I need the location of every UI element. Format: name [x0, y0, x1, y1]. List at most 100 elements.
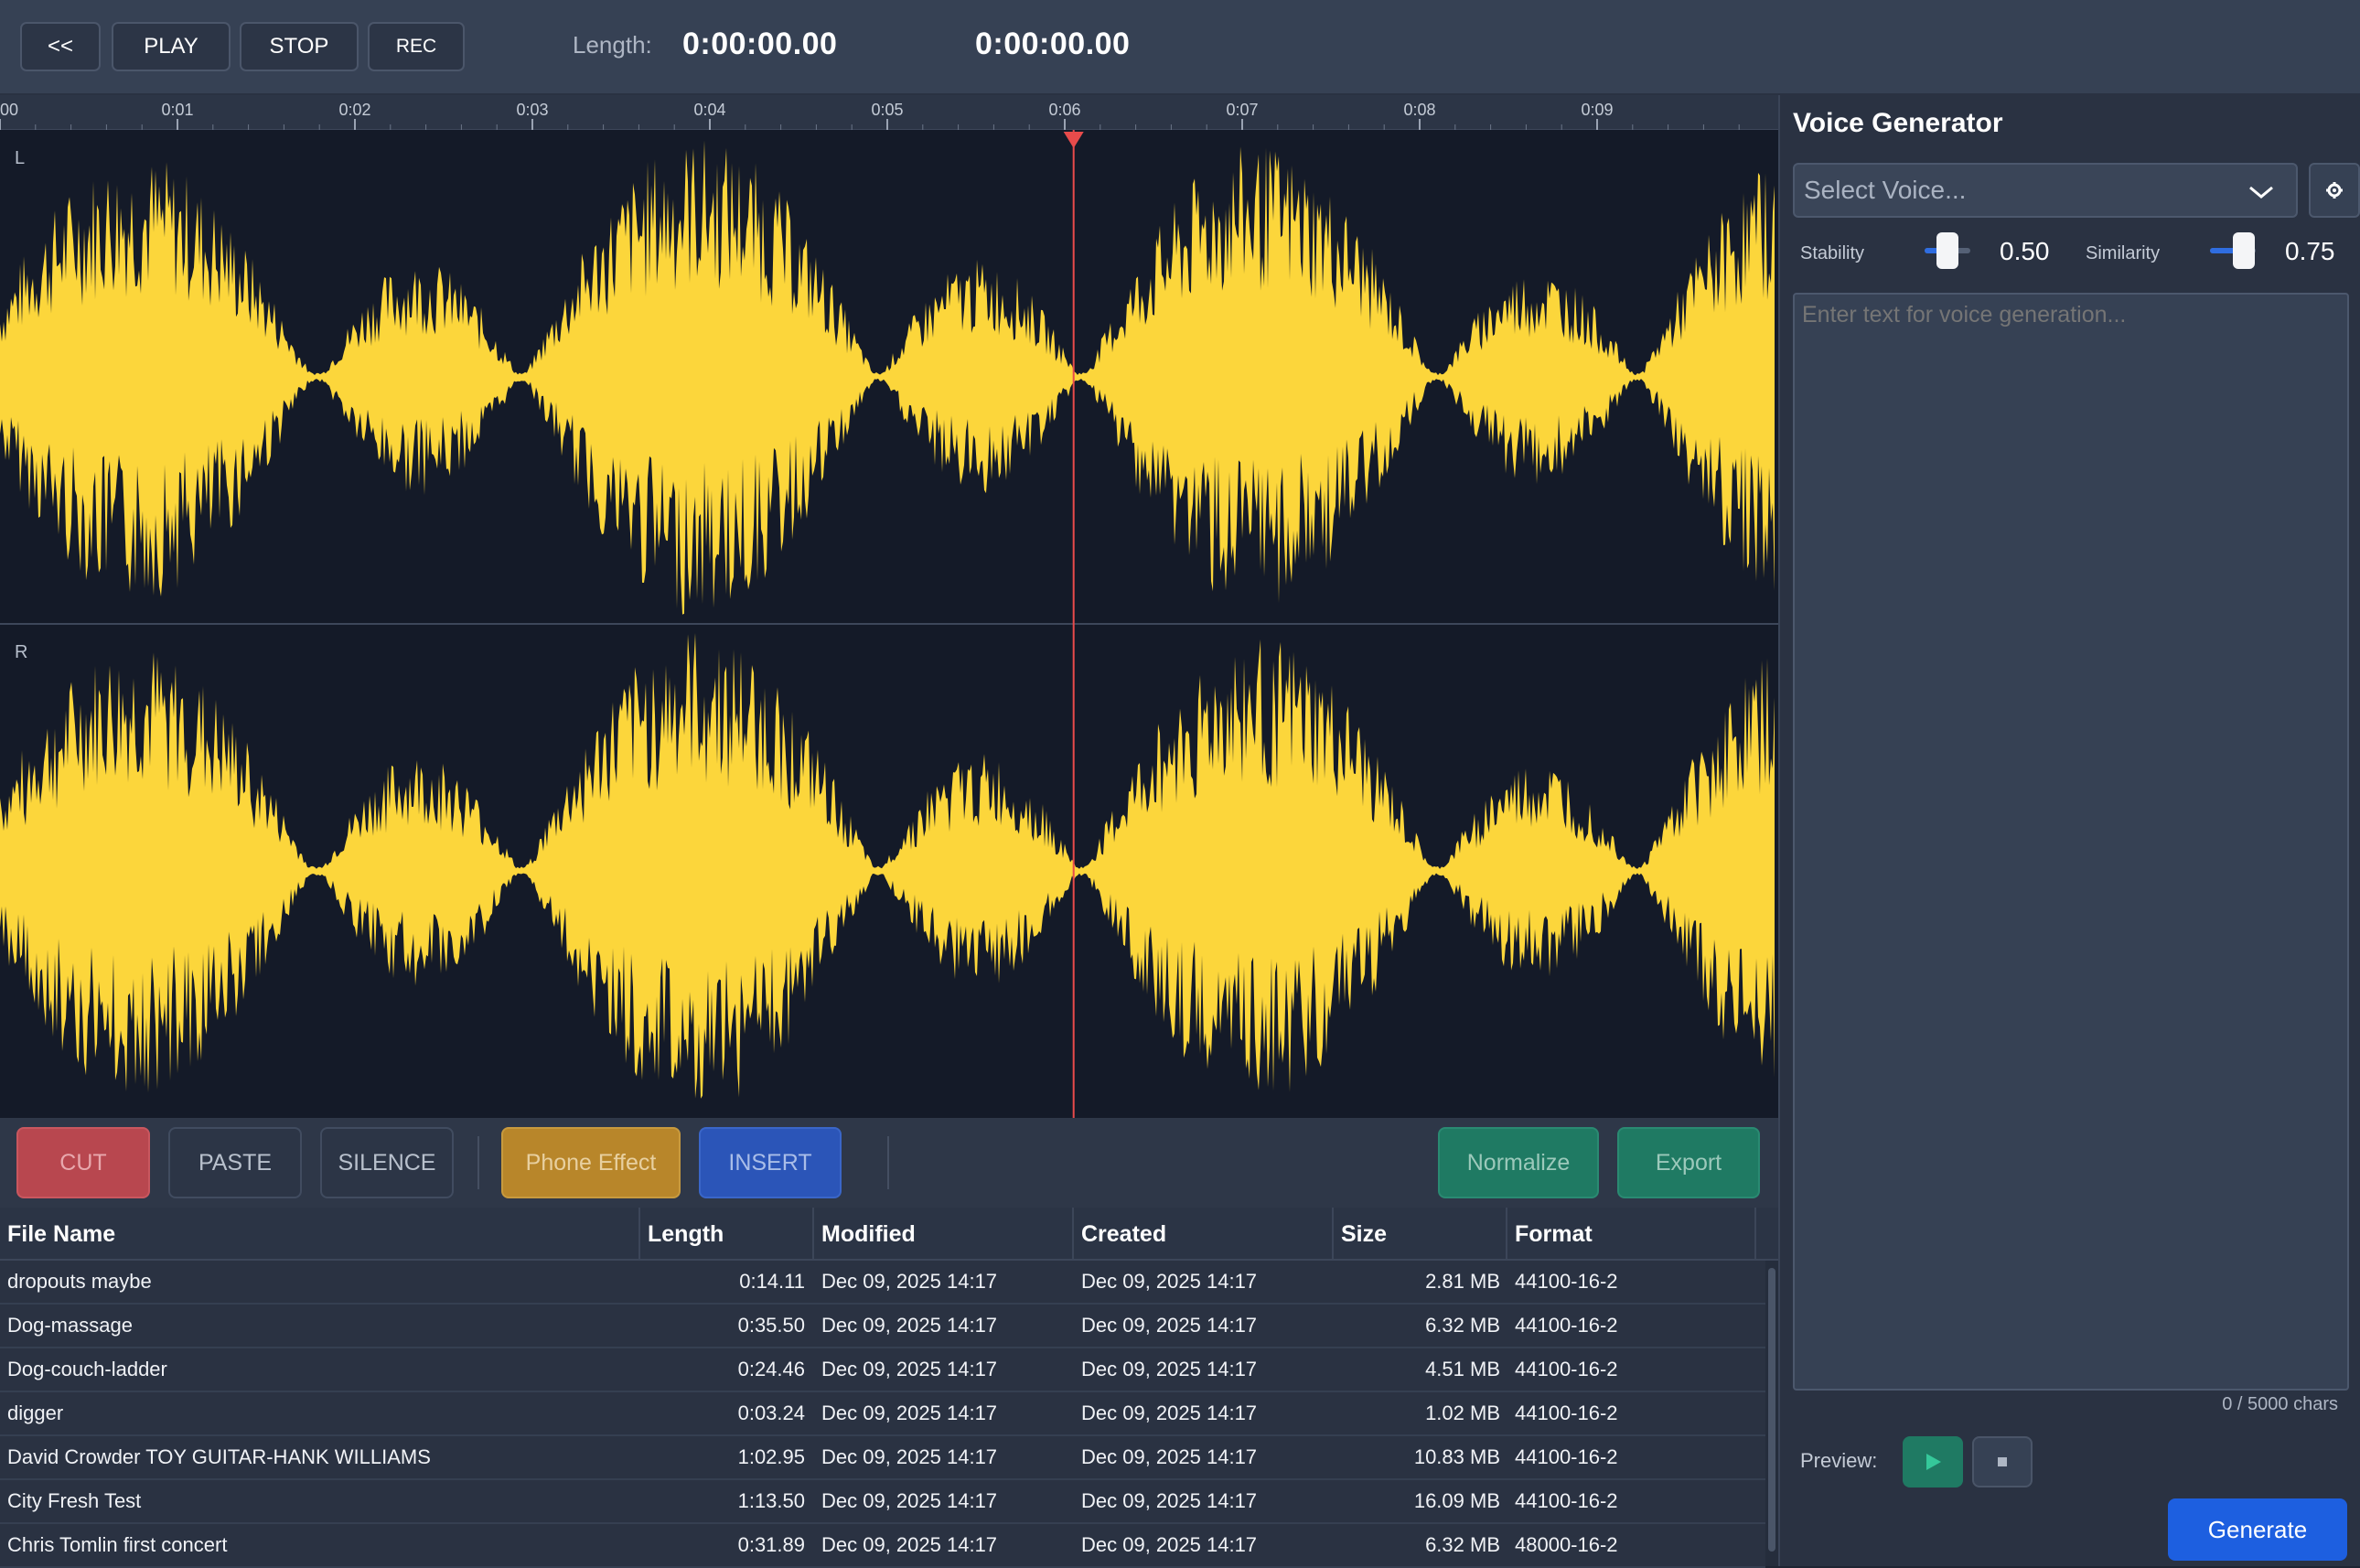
right-channel-label: R: [15, 642, 28, 662]
cell-size: 1.02 MB: [1425, 1402, 1500, 1424]
table-row[interactable]: City Fresh Test 1:13.50 Dec 09, 2025 14:17…: [0, 1480, 1765, 1524]
slider-knob[interactable]: [2233, 232, 2255, 269]
cell-format: 48000-16-2: [1515, 1533, 1618, 1556]
char-count: 0 / 5000 chars: [2222, 1394, 2338, 1414]
scrollbar-thumb[interactable]: [1768, 1268, 1775, 1552]
normalize-button[interactable]: Normalize: [1438, 1127, 1599, 1198]
voice-text-input[interactable]: [1793, 293, 2349, 1391]
stop-button[interactable]: STOP: [240, 22, 359, 71]
waveform-editor[interactable]: 00 0:01 0:02 0:03 0:04 0:05 0:06 0:07 0:08 0:09 L…: [0, 95, 1778, 1118]
silence-button[interactable]: SILENCE: [320, 1127, 454, 1198]
chevron-down-icon: [2249, 186, 2273, 199]
cell-created: Dec 09, 2025 14:17: [1081, 1445, 1258, 1468]
table-header: File Name Length Modified Created Size F…: [0, 1208, 1778, 1261]
insert-button[interactable]: INSERT: [699, 1127, 842, 1198]
cell-created: Dec 09, 2025 14:17: [1081, 1489, 1258, 1512]
cell-length: 1:02.95: [737, 1445, 805, 1468]
left-channel-label: L: [15, 148, 26, 168]
preview-label: Preview:: [1800, 1449, 1878, 1472]
preview-play-button[interactable]: [1903, 1436, 1963, 1487]
cell-created: Dec 09, 2025 14:17: [1081, 1314, 1258, 1337]
cell-size: 6.32 MB: [1425, 1533, 1500, 1556]
cell-file-name: dropouts maybe: [7, 1270, 152, 1293]
edit-toolbar: CUT PASTE SILENCE Phone Effect INSERT No…: [0, 1118, 1778, 1208]
slider-fill: [2210, 248, 2244, 253]
rewind-button[interactable]: <<: [20, 22, 101, 71]
gear-icon: [2326, 182, 2343, 199]
playhead-marker[interactable]: [1063, 132, 1084, 148]
slider-knob[interactable]: [1936, 232, 1958, 269]
cell-file-name: Chris Tomlin first concert: [7, 1533, 228, 1556]
timeline-ruler[interactable]: 00 0:01 0:02 0:03 0:04 0:05 0:06 0:07 0:08 0:09: [0, 95, 1778, 130]
ruler-tick-label: 0:07: [1226, 101, 1258, 119]
table-row[interactable]: dropouts maybe 0:14.11 Dec 09, 2025 14:17 D…: [0, 1261, 1765, 1305]
waveform-right-channel: [0, 633, 1775, 1099]
similarity-slider[interactable]: [2210, 232, 2256, 269]
table-row[interactable]: Dog-massage 0:35.50 Dec 09, 2025 14:17 Dec …: [0, 1305, 1765, 1348]
transport-bar: << PLAY STOP REC Length: 0:00:00.00 0:00…: [0, 0, 2360, 95]
cell-length: 1:13.50: [737, 1489, 805, 1512]
column-header-modified[interactable]: Modified: [814, 1208, 1074, 1261]
column-header-format[interactable]: Format: [1507, 1208, 1756, 1261]
cell-format: 44100-16-2: [1515, 1489, 1618, 1512]
cell-format: 44100-16-2: [1515, 1358, 1618, 1380]
column-header-length[interactable]: Length: [640, 1208, 814, 1261]
cell-modified: Dec 09, 2025 14:17: [821, 1314, 998, 1337]
toolbar-divider: [477, 1136, 479, 1189]
stability-slider[interactable]: [1925, 232, 1970, 269]
cell-length: 0:35.50: [737, 1314, 805, 1337]
cell-length: 0:31.89: [737, 1533, 805, 1556]
cell-modified: Dec 09, 2025 14:17: [821, 1533, 998, 1556]
position-time: 0:00:00.00: [975, 27, 1131, 61]
cell-modified: Dec 09, 2025 14:17: [821, 1489, 998, 1512]
cell-modified: Dec 09, 2025 14:17: [821, 1270, 998, 1293]
ruler-tick-label: 0:08: [1403, 101, 1435, 119]
generate-button[interactable]: Generate: [2168, 1498, 2347, 1561]
column-header-file-name[interactable]: File Name: [0, 1208, 640, 1261]
preview-stop-button[interactable]: [1972, 1436, 2033, 1487]
cell-size: 4.51 MB: [1425, 1358, 1500, 1380]
column-header-size[interactable]: Size: [1334, 1208, 1507, 1261]
voice-settings-button[interactable]: [2309, 163, 2360, 218]
cell-format: 44100-16-2: [1515, 1270, 1618, 1293]
voice-select[interactable]: Select Voice...: [1793, 163, 2298, 218]
ruler-tick-label: 0:02: [338, 101, 370, 119]
ruler-tick-label: 0:03: [516, 101, 548, 119]
table-row[interactable]: Dog-couch-ladder 0:24.46 Dec 09, 2025 14:1…: [0, 1348, 1765, 1392]
table-scrollbar[interactable]: [1765, 1261, 1778, 1566]
cell-created: Dec 09, 2025 14:17: [1081, 1270, 1258, 1293]
cell-file-name: Dog-couch-ladder: [7, 1358, 167, 1380]
cell-file-name: City Fresh Test: [7, 1489, 142, 1512]
cell-length: 0:14.11: [739, 1270, 805, 1293]
table-row[interactable]: David Crowder TOY GUITAR-HANK WILLIAMS 1:…: [0, 1436, 1765, 1480]
cell-file-name: Dog-massage: [7, 1314, 133, 1337]
cell-format: 44100-16-2: [1515, 1402, 1618, 1424]
cell-format: 44100-16-2: [1515, 1445, 1618, 1468]
paste-button[interactable]: PASTE: [168, 1127, 302, 1198]
export-button[interactable]: Export: [1617, 1127, 1760, 1198]
cell-size: 2.81 MB: [1425, 1270, 1500, 1293]
length-value: 0:00:00.00: [682, 27, 838, 61]
ruler-tick-label: 0:06: [1048, 101, 1080, 119]
column-header-created[interactable]: Created: [1074, 1208, 1334, 1261]
cell-modified: Dec 09, 2025 14:17: [821, 1358, 998, 1380]
phone-effect-button[interactable]: Phone Effect: [501, 1127, 681, 1198]
file-table: File Name Length Modified Created Size F…: [0, 1208, 1778, 1568]
voice-generator-panel: Voice Generator Select Voice... Stabilit…: [1778, 95, 2360, 1566]
record-button[interactable]: REC: [368, 22, 465, 71]
stability-label: Stability: [1800, 243, 1865, 263]
play-button[interactable]: PLAY: [112, 22, 231, 71]
cell-length: 0:03.24: [737, 1402, 805, 1424]
cell-created: Dec 09, 2025 14:17: [1081, 1402, 1258, 1424]
stop-icon: [1998, 1457, 2007, 1466]
table-row[interactable]: digger 0:03.24 Dec 09, 2025 14:17 Dec 09, 2…: [0, 1392, 1765, 1436]
cell-format: 44100-16-2: [1515, 1314, 1618, 1337]
ruler-tick-label: 0:05: [871, 101, 903, 119]
play-icon: [1926, 1454, 1941, 1470]
cut-button[interactable]: CUT: [16, 1127, 150, 1198]
table-row[interactable]: Chris Tomlin first concert 0:31.89 Dec 09,…: [0, 1524, 1765, 1568]
cell-created: Dec 09, 2025 14:17: [1081, 1533, 1258, 1556]
toolbar-divider: [887, 1136, 889, 1189]
waveform-canvas[interactable]: L R: [0, 130, 1778, 1118]
waveform-svg: [0, 130, 1778, 1118]
